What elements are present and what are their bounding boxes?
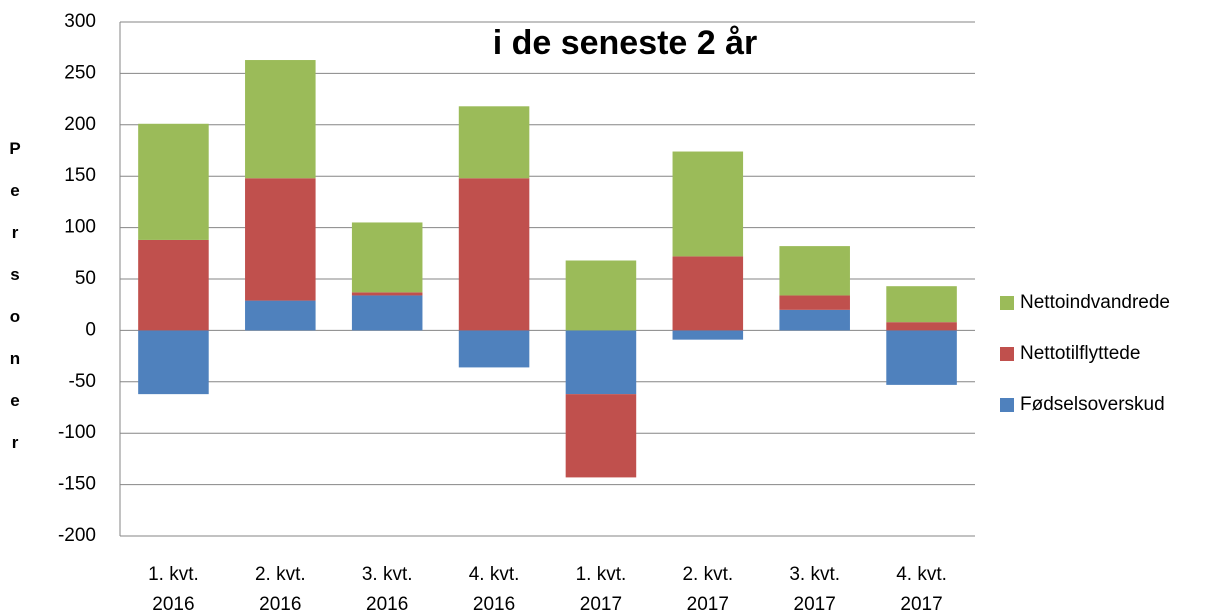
bar-segment	[458, 106, 530, 179]
x-tick-label: 2017	[794, 594, 836, 614]
bar-segment	[351, 292, 423, 296]
bar-segment	[138, 330, 209, 395]
x-tick-label: 2016	[366, 594, 408, 614]
x-tick-label: 2017	[687, 594, 729, 614]
x-tick-label: 1. kvt.	[148, 564, 199, 585]
bar-segment	[138, 239, 209, 331]
y-tick-label: 150	[64, 165, 96, 186]
legend-swatch	[1000, 296, 1014, 310]
x-tick-label: 3. kvt.	[789, 564, 840, 585]
x-tick-label: 2. kvt.	[682, 564, 733, 585]
bar-segment	[779, 309, 850, 331]
bar-segment	[886, 322, 957, 331]
bar-segment	[245, 300, 316, 331]
bar-segment	[351, 295, 423, 331]
y-tick-label: -50	[69, 371, 96, 392]
x-tick-label: 2017	[580, 594, 622, 614]
y-tick-label: -200	[58, 525, 96, 546]
y-tick-label: 250	[64, 62, 96, 83]
x-tick-label: 2016	[259, 594, 301, 614]
bar-segment	[672, 151, 744, 257]
y-tick-label: 100	[64, 217, 96, 238]
y-axis-label: Personer	[9, 139, 21, 452]
x-tick-label: 2017	[900, 594, 942, 614]
y-tick-label: -100	[58, 422, 96, 443]
y-tick-label: -150	[58, 474, 96, 495]
bar-segment	[565, 394, 637, 478]
bar-segment	[886, 330, 957, 385]
legend-swatch	[1000, 347, 1014, 361]
bar-segment	[565, 330, 637, 395]
x-tick-label: 4. kvt.	[469, 564, 520, 585]
bar-segment	[779, 246, 850, 296]
bar-segment	[245, 178, 316, 301]
x-tick-label: 2016	[473, 594, 515, 614]
bar-segment	[886, 286, 957, 323]
legend-label: Nettoindvandrede	[1020, 292, 1170, 313]
chart-title: i de seneste 2 år	[493, 24, 758, 62]
x-tick-label: 3. kvt.	[362, 564, 413, 585]
bar-segment	[672, 330, 744, 340]
bar-segment	[458, 330, 530, 368]
legend-label: Nettotilflyttede	[1020, 343, 1140, 364]
x-tick-label: 2. kvt.	[255, 564, 306, 585]
legend-swatch	[1000, 398, 1014, 412]
bar-segment	[458, 178, 530, 331]
y-tick-label: 200	[64, 114, 96, 135]
bar-segment	[672, 256, 744, 331]
bar-segment	[779, 295, 850, 310]
bar-segment	[565, 260, 637, 331]
y-tick-label: 300	[64, 11, 96, 32]
y-tick-label: 0	[85, 319, 96, 340]
x-tick-label: 4. kvt.	[896, 564, 947, 585]
legend-label: Fødselsoverskud	[1020, 394, 1165, 415]
bar-segment	[138, 123, 209, 240]
bar-segment	[245, 60, 316, 179]
x-tick-label: 2016	[152, 594, 194, 614]
x-tick-label: 1. kvt.	[576, 564, 627, 585]
bar-segment	[351, 222, 423, 293]
y-tick-label: 50	[75, 268, 96, 289]
